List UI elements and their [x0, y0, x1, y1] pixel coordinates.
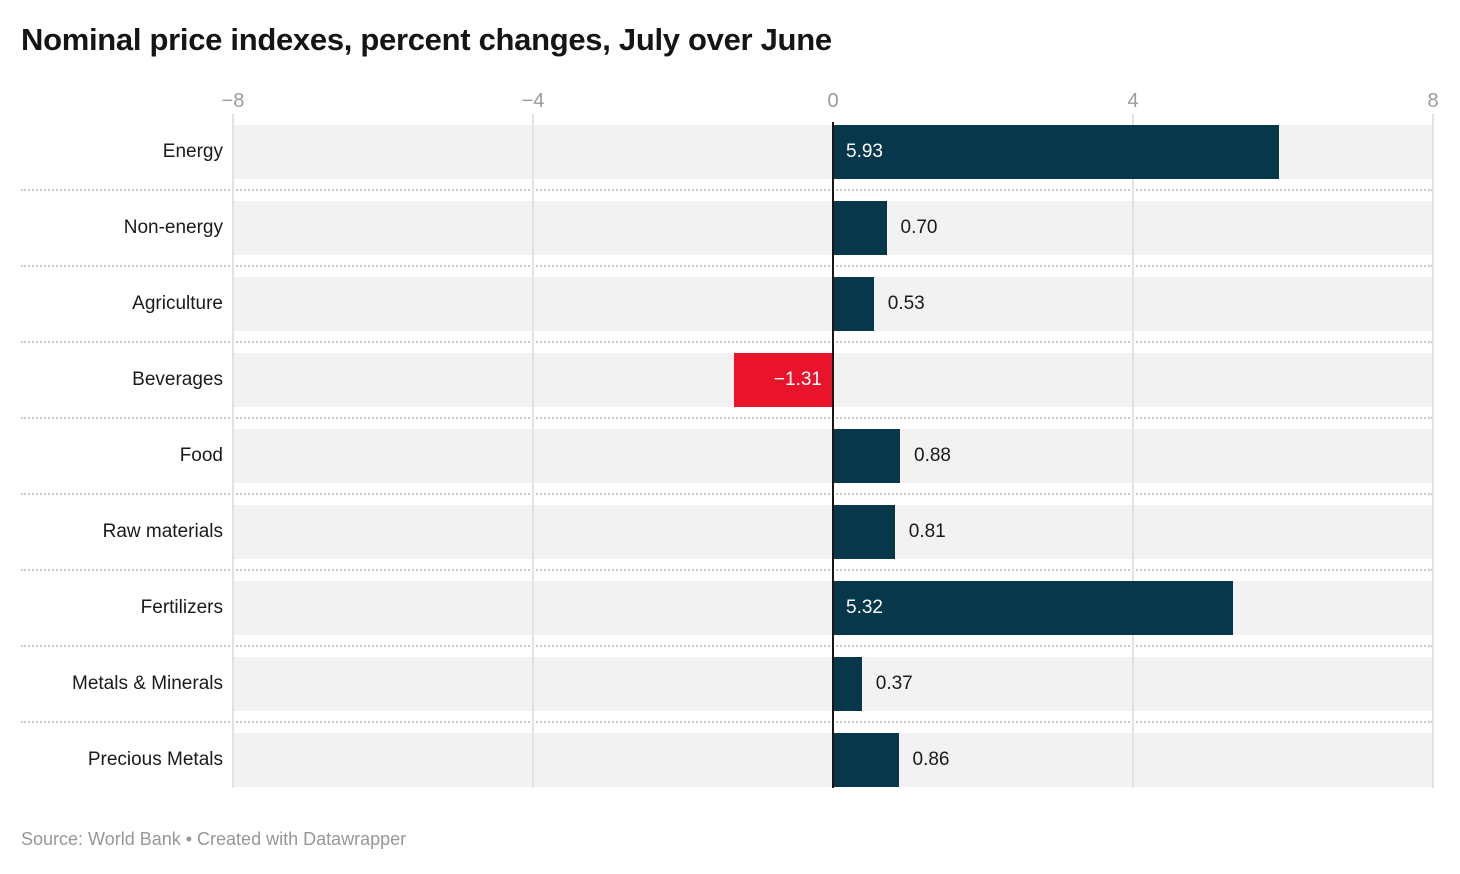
bar-positive	[834, 657, 862, 711]
category-label: Precious Metals	[87, 749, 223, 770]
chart-row: Fertilizers 5.32	[0, 569, 1460, 646]
category-label: Raw materials	[102, 521, 223, 542]
x-axis: −8 −4 0 4 8	[0, 88, 1460, 114]
category-label: Non-energy	[123, 217, 223, 238]
bar-positive	[834, 581, 1233, 635]
chart-row: Beverages −1.31	[0, 341, 1460, 418]
vertical-gridline	[532, 114, 534, 788]
bar-positive	[834, 505, 895, 559]
value-label: 0.37	[875, 673, 913, 694]
value-label: 0.86	[912, 749, 950, 770]
value-label: 0.70	[900, 217, 938, 238]
x-tick-label: −8	[221, 90, 245, 112]
value-label: 5.32	[846, 597, 883, 618]
vertical-gridline	[1132, 114, 1134, 788]
value-label: 5.93	[846, 141, 883, 162]
x-tick-label: −4	[521, 90, 545, 112]
bar-positive	[834, 733, 899, 787]
x-tick-label: 8	[1427, 90, 1439, 112]
source-attribution: Source: World Bank • Created with Datawr…	[21, 829, 407, 849]
value-label: 0.53	[887, 293, 925, 314]
bar-positive	[834, 429, 900, 483]
value-label: 0.88	[914, 445, 951, 466]
vertical-gridline	[1432, 114, 1434, 788]
chart-row: Non-energy 0.70	[0, 189, 1460, 266]
bar-positive	[834, 125, 1279, 179]
x-tick-label: 0	[827, 90, 839, 112]
category-label: Agriculture	[132, 293, 223, 314]
chart-row: Energy 5.93	[0, 114, 1460, 190]
category-label: Fertilizers	[140, 597, 223, 618]
chart-row: Food 0.88	[0, 417, 1460, 494]
chart-row: Metals & Minerals 0.37	[0, 645, 1460, 722]
bar-positive	[834, 277, 874, 331]
chart-row: Agriculture 0.53	[0, 265, 1460, 342]
category-label: Energy	[162, 141, 223, 162]
bar-negative	[733, 353, 832, 407]
x-tick-label: 4	[1127, 90, 1139, 112]
chart-row: Precious Metals 0.86	[0, 721, 1460, 798]
zero-axis-line	[832, 122, 834, 788]
bar-positive	[834, 201, 887, 255]
plot-area: Energy 5.93 Non-energy 0.70 Agriculture 0.53 B…	[0, 114, 1460, 798]
category-label: Metals & Minerals	[72, 673, 223, 694]
chart-title: Nominal price indexes, percent changes, …	[21, 22, 832, 57]
value-label: 0.81	[908, 521, 946, 542]
chart-row: Raw materials 0.81	[0, 493, 1460, 570]
vertical-gridline	[232, 114, 234, 788]
category-label: Food	[179, 445, 223, 466]
value-label: −1.31	[773, 369, 822, 390]
category-label: Beverages	[132, 369, 223, 390]
